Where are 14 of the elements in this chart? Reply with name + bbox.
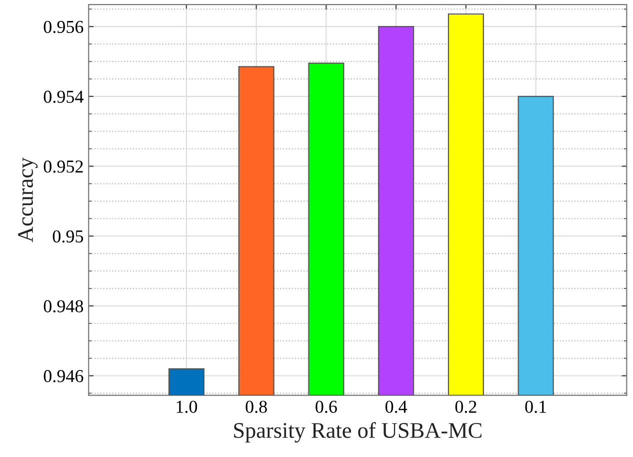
x-tick-label: 0.1 bbox=[525, 400, 546, 413]
x-tick-label: 0.8 bbox=[246, 400, 267, 413]
x-axis-title: Sparsity Rate of USBA-MC bbox=[234, 422, 482, 443]
y-tick-label: 0.956 bbox=[44, 20, 84, 34]
x-tick-label: 1.0 bbox=[176, 400, 198, 413]
y-tick-label: 0.954 bbox=[44, 90, 84, 103]
x-tick-label: 0.4 bbox=[385, 400, 408, 413]
y-tick-label: 0.952 bbox=[44, 160, 83, 173]
y-axis-title: Accuracy bbox=[18, 157, 38, 242]
y-tick-label: 0.95 bbox=[52, 230, 84, 243]
x-tick-label: 0.2 bbox=[455, 400, 476, 413]
y-tick-label: 0.946 bbox=[44, 370, 84, 382]
y-tick-label: 0.948 bbox=[44, 300, 84, 312]
x-tick-label: 0.6 bbox=[316, 400, 337, 413]
